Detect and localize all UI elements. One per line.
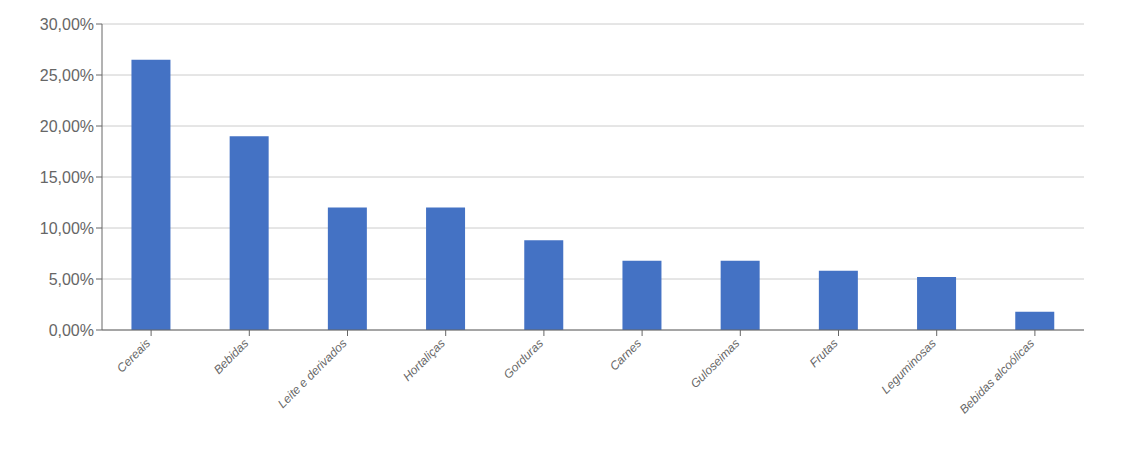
- svg-text:Leite e derivados: Leite e derivados: [275, 336, 350, 411]
- svg-text:Carnes: Carnes: [607, 336, 644, 373]
- svg-text:30,00%: 30,00%: [40, 16, 94, 33]
- svg-text:20,00%: 20,00%: [40, 118, 94, 135]
- svg-text:5,00%: 5,00%: [49, 271, 94, 288]
- svg-text:15,00%: 15,00%: [40, 169, 94, 186]
- svg-text:Bebidas alcoólicas: Bebidas alcoólicas: [957, 336, 1037, 416]
- svg-text:Cereais: Cereais: [114, 336, 153, 375]
- svg-text:0,00%: 0,00%: [49, 322, 94, 339]
- svg-text:Hortaliças: Hortaliças: [400, 336, 448, 384]
- svg-text:Guloseimas: Guloseimas: [688, 336, 743, 391]
- svg-text:Gorduras: Gorduras: [501, 336, 546, 381]
- svg-text:10,00%: 10,00%: [40, 220, 94, 237]
- svg-text:25,00%: 25,00%: [40, 67, 94, 84]
- svg-text:Leguminosas: Leguminosas: [878, 336, 938, 396]
- svg-text:Bebidas: Bebidas: [211, 336, 252, 377]
- svg-text:Frutas: Frutas: [807, 336, 841, 370]
